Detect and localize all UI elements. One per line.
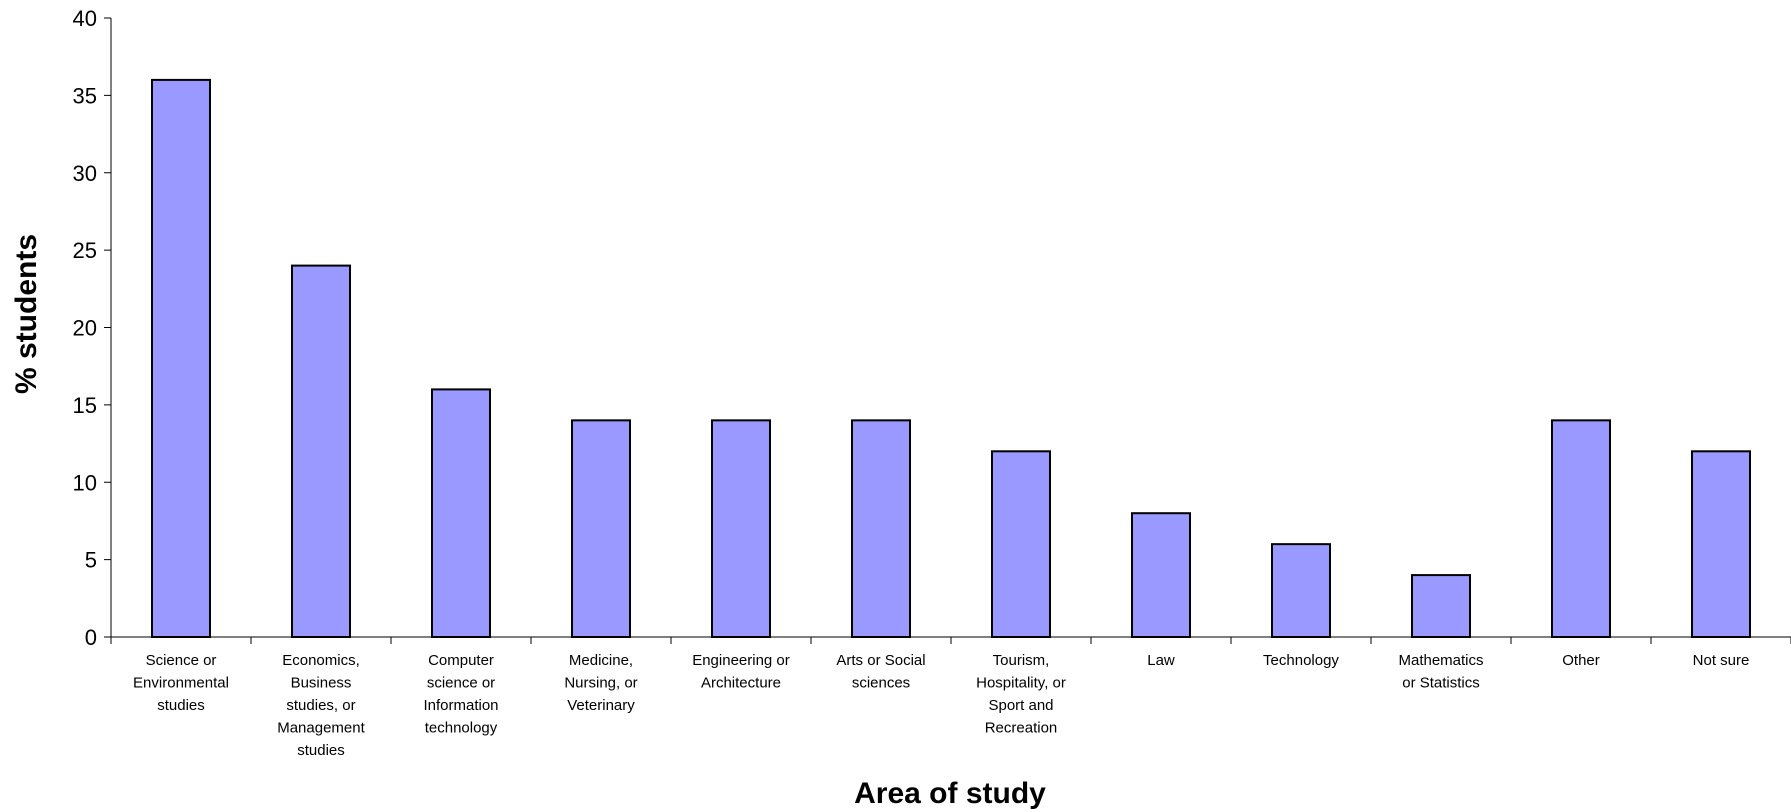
y-tick-label: 35 (73, 83, 97, 108)
x-category-label: Tourism, Hospitality, or Sport and Recreati… (976, 652, 1066, 737)
x-category-label: Engineering or Architecture (692, 652, 790, 692)
y-tick-label: 15 (73, 393, 97, 418)
x-category-label: Technology (1263, 652, 1339, 669)
bar-11 (1691, 450, 1751, 638)
y-ticks-group: 0 5 10 15 20 25 30 35 40 (73, 6, 111, 650)
axes-group (110, 18, 1791, 644)
x-category-label: Not sure (1693, 652, 1750, 669)
bar-1 (291, 264, 351, 638)
x-category-label: Computer science or Information technology (423, 652, 498, 737)
y-tick-label: 25 (73, 238, 97, 263)
x-axis-title: Area of study (854, 777, 1046, 810)
x-category-label: Arts or Social sciences (836, 652, 925, 692)
bar-4 (711, 419, 771, 638)
x-category-label: Law (1147, 652, 1175, 669)
y-axis-title: % students (10, 234, 43, 394)
y-tick-label: 5 (85, 548, 97, 573)
bar-9 (1411, 574, 1471, 638)
bar-10 (1551, 419, 1611, 638)
bar-3 (571, 419, 631, 638)
y-tick-label: 30 (73, 161, 97, 186)
bars-group (151, 78, 1751, 639)
bar-2 (431, 388, 491, 638)
bar-6 (991, 450, 1051, 638)
bar-5 (851, 419, 911, 638)
y-tick-label: 0 (85, 625, 97, 650)
x-category-label: Medicine, Nursing, or Veterinary (564, 652, 637, 714)
bar-0 (151, 78, 211, 638)
x-category-label: Economics, Business studies, or Management s… (277, 652, 365, 759)
x-labels-group: Science or Environmental studies Economics,… (133, 652, 1749, 759)
bar-8 (1271, 543, 1331, 639)
x-category-label: Other (1562, 652, 1600, 669)
y-tick-label: 40 (73, 6, 97, 31)
x-category-label: Science or Environmental studies (133, 652, 229, 714)
x-category-label: Mathematics or Statistics (1398, 652, 1483, 692)
y-tick-label: 20 (73, 316, 97, 341)
y-tick-label: 10 (73, 470, 97, 495)
bar-7 (1131, 512, 1191, 639)
